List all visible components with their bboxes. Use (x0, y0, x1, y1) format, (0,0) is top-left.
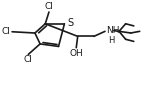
Text: Cl: Cl (45, 2, 53, 11)
Text: OH: OH (69, 49, 83, 58)
Text: H: H (108, 36, 115, 45)
Text: Cl: Cl (2, 27, 11, 36)
Text: S: S (67, 18, 73, 28)
Text: NH: NH (106, 26, 120, 35)
Text: Cl: Cl (23, 55, 32, 64)
